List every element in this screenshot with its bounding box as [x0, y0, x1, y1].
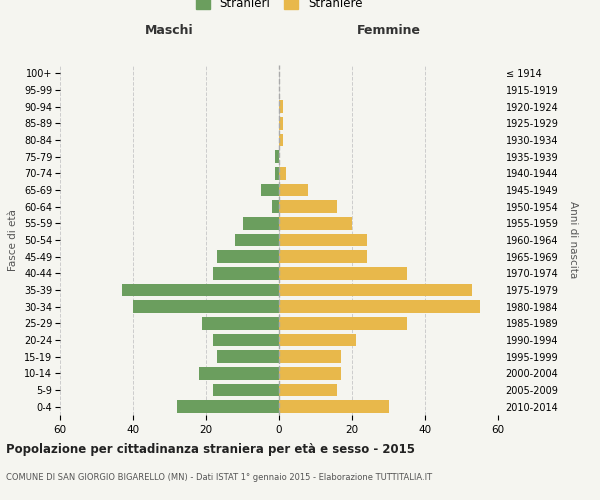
- Bar: [279, 100, 283, 113]
- Bar: [279, 217, 352, 230]
- Bar: [199, 367, 279, 380]
- Bar: [279, 317, 407, 330]
- Text: Popolazione per cittadinanza straniera per età e sesso - 2015: Popolazione per cittadinanza straniera p…: [6, 442, 415, 456]
- Bar: [279, 367, 341, 380]
- Bar: [279, 234, 367, 246]
- Bar: [279, 400, 389, 413]
- Bar: [279, 184, 308, 196]
- Bar: [279, 284, 472, 296]
- Text: Maschi: Maschi: [145, 24, 194, 38]
- Bar: [217, 350, 279, 363]
- Bar: [214, 267, 279, 280]
- Bar: [279, 167, 286, 179]
- Bar: [235, 234, 279, 246]
- Text: COMUNE DI SAN GIORGIO BIGARELLO (MN) - Dati ISTAT 1° gennaio 2015 - Elaborazione: COMUNE DI SAN GIORGIO BIGARELLO (MN) - D…: [6, 472, 432, 482]
- Text: Femmine: Femmine: [356, 24, 421, 38]
- Bar: [279, 350, 341, 363]
- Bar: [202, 317, 279, 330]
- Bar: [261, 184, 279, 196]
- Y-axis label: Fasce di età: Fasce di età: [8, 209, 19, 271]
- Bar: [177, 400, 279, 413]
- Bar: [279, 384, 337, 396]
- Bar: [279, 267, 407, 280]
- Y-axis label: Anni di nascita: Anni di nascita: [568, 202, 578, 278]
- Bar: [272, 200, 279, 213]
- Bar: [279, 300, 480, 313]
- Bar: [214, 334, 279, 346]
- Bar: [279, 334, 356, 346]
- Bar: [279, 134, 283, 146]
- Bar: [217, 250, 279, 263]
- Bar: [133, 300, 279, 313]
- Bar: [214, 384, 279, 396]
- Legend: Stranieri, Straniere: Stranieri, Straniere: [192, 0, 366, 14]
- Bar: [279, 117, 283, 130]
- Bar: [279, 200, 337, 213]
- Bar: [275, 150, 279, 163]
- Bar: [242, 217, 279, 230]
- Bar: [279, 250, 367, 263]
- Bar: [122, 284, 279, 296]
- Bar: [275, 167, 279, 179]
